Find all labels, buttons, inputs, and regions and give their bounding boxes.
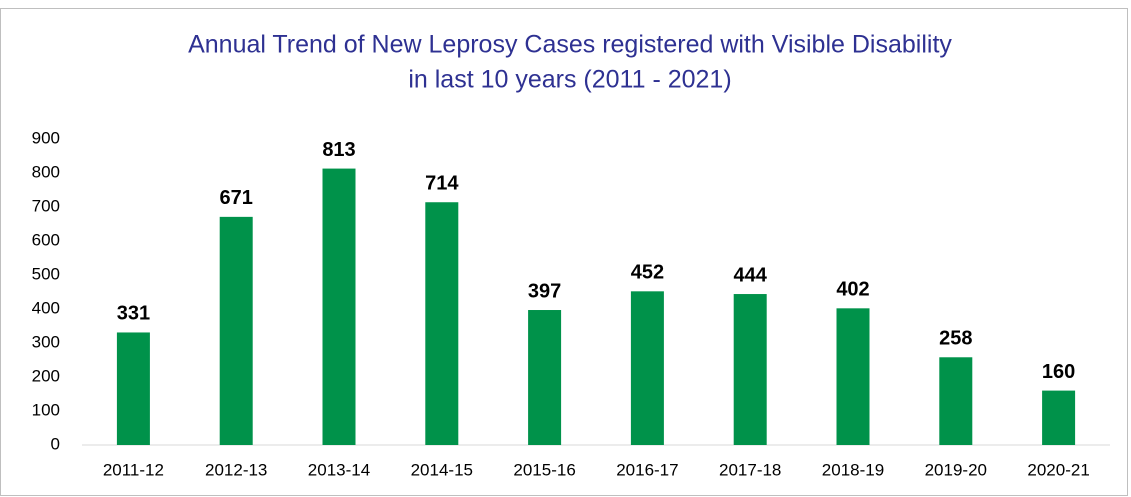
x-tick-label: 2019-20 — [925, 460, 987, 479]
data-label: 444 — [734, 264, 768, 286]
bar — [733, 294, 767, 445]
y-tick-label: 100 — [32, 400, 60, 419]
data-label: 397 — [528, 280, 561, 302]
bar — [322, 168, 356, 445]
chart-border — [0, 8, 1128, 496]
y-tick-label: 700 — [32, 196, 60, 215]
data-label: 813 — [322, 139, 355, 161]
data-label: 671 — [220, 187, 253, 209]
y-tick-label: 500 — [32, 264, 60, 283]
y-tick-label: 400 — [32, 298, 60, 317]
chart-title: in last 10 years (2011 - 2021) — [408, 66, 731, 94]
y-tick-label: 600 — [32, 230, 60, 249]
y-tick-label: 300 — [32, 332, 60, 351]
bar — [528, 310, 562, 445]
chart-title: Annual Trend of New Leprosy Cases regist… — [188, 31, 952, 59]
x-tick-label: 2013-14 — [308, 460, 370, 479]
data-label: 452 — [631, 262, 664, 284]
x-tick-label: 2012-13 — [205, 460, 267, 479]
x-tick-label: 2018-19 — [822, 460, 884, 479]
bar — [939, 357, 973, 445]
data-label: 258 — [939, 328, 972, 350]
data-label: 714 — [425, 173, 459, 195]
data-label: 160 — [1042, 361, 1075, 383]
bar — [1042, 390, 1076, 445]
y-tick-label: 800 — [32, 162, 60, 181]
bar — [116, 332, 150, 445]
x-tick-label: 2017-18 — [719, 460, 781, 479]
x-tick-label: 2015-16 — [513, 460, 575, 479]
y-tick-label: 900 — [32, 128, 60, 147]
bar — [219, 216, 253, 445]
x-tick-label: 2014-15 — [411, 460, 473, 479]
x-tick-label: 2016-17 — [616, 460, 678, 479]
bar — [425, 202, 459, 445]
x-tick-label: 2020-21 — [1027, 460, 1089, 479]
y-tick-label: 200 — [32, 366, 60, 385]
data-label: 331 — [117, 303, 150, 325]
bar — [836, 308, 870, 445]
y-tick-label: 0 — [51, 434, 60, 453]
data-label: 402 — [836, 279, 869, 301]
bar — [630, 291, 664, 445]
x-tick-label: 2011-12 — [103, 460, 164, 479]
